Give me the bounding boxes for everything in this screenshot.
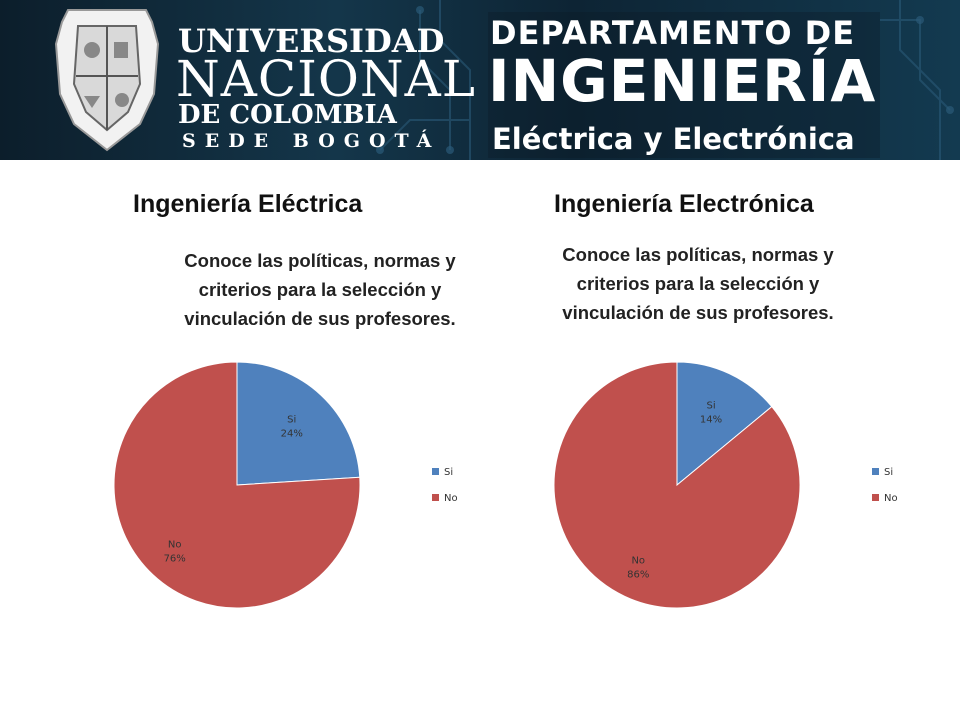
pie-slice-si — [236, 361, 361, 486]
header-banner: UNIVERSIDAD NACIONAL DE COLOMBIA SEDE BO… — [0, 0, 960, 160]
pie-slice-no — [553, 361, 801, 609]
pie-chart-electrica: Si 24% No 76% Si No — [113, 361, 458, 609]
svg-text:86%: 86% — [627, 569, 649, 580]
svg-text:14%: 14% — [700, 415, 722, 426]
legend-item-si: Si — [872, 467, 893, 478]
svg-text:No: No — [631, 555, 645, 566]
heading-electrica: Ingeniería Eléctrica — [133, 190, 363, 218]
department-panel — [488, 12, 880, 158]
university-name-line1: UNIVERSIDAD — [178, 22, 445, 60]
university-seal-icon — [54, 9, 160, 152]
pie-slice-no — [113, 361, 361, 609]
svg-text:76%: 76% — [164, 553, 186, 564]
data-label-no: No 86% — [627, 555, 649, 580]
department-line3: Eléctrica y Electrónica — [492, 122, 855, 156]
heading-electronica: Ingeniería Electrónica — [554, 190, 814, 218]
legend-label: No — [884, 493, 898, 504]
data-label-no: No 76% — [164, 539, 186, 564]
legend-label: Si — [444, 467, 453, 478]
svg-text:Si: Si — [287, 415, 296, 426]
svg-text:24%: 24% — [281, 429, 303, 440]
chart-legend: Si No — [872, 467, 898, 504]
chart-legend: Si No — [432, 467, 458, 504]
circuit-pattern — [376, 0, 954, 160]
data-label-si: Si 24% — [281, 415, 303, 440]
department-line2: INGENIERÍA — [488, 47, 877, 115]
data-label-si: Si 14% — [700, 401, 722, 426]
legend-item-no: No — [432, 493, 458, 504]
university-campus: SEDE BOGOTÁ — [182, 130, 441, 152]
pie-slice-si — [676, 361, 773, 487]
legend-label: No — [444, 493, 458, 504]
legend-item-si: Si — [432, 467, 453, 478]
chart-title-electrica: Conoce las políticas, normas y criterios… — [184, 250, 456, 329]
svg-text:No: No — [168, 539, 182, 550]
legend-swatch — [432, 494, 439, 501]
university-name-line2: NACIONAL — [176, 50, 476, 108]
department-line1: DEPARTAMENTO DE — [490, 14, 856, 52]
pie-chart-electronica: Si 14% No 86% Si No — [553, 361, 898, 609]
legend-swatch — [872, 468, 879, 475]
university-name-line3: DE COLOMBIA — [178, 100, 397, 130]
svg-text:Si: Si — [706, 401, 715, 412]
legend-swatch — [432, 468, 439, 475]
legend-swatch — [872, 494, 879, 501]
chart-title-electronica: Conoce las políticas, normas y criterios… — [562, 244, 834, 323]
legend-item-no: No — [872, 493, 898, 504]
legend-label: Si — [884, 467, 893, 478]
